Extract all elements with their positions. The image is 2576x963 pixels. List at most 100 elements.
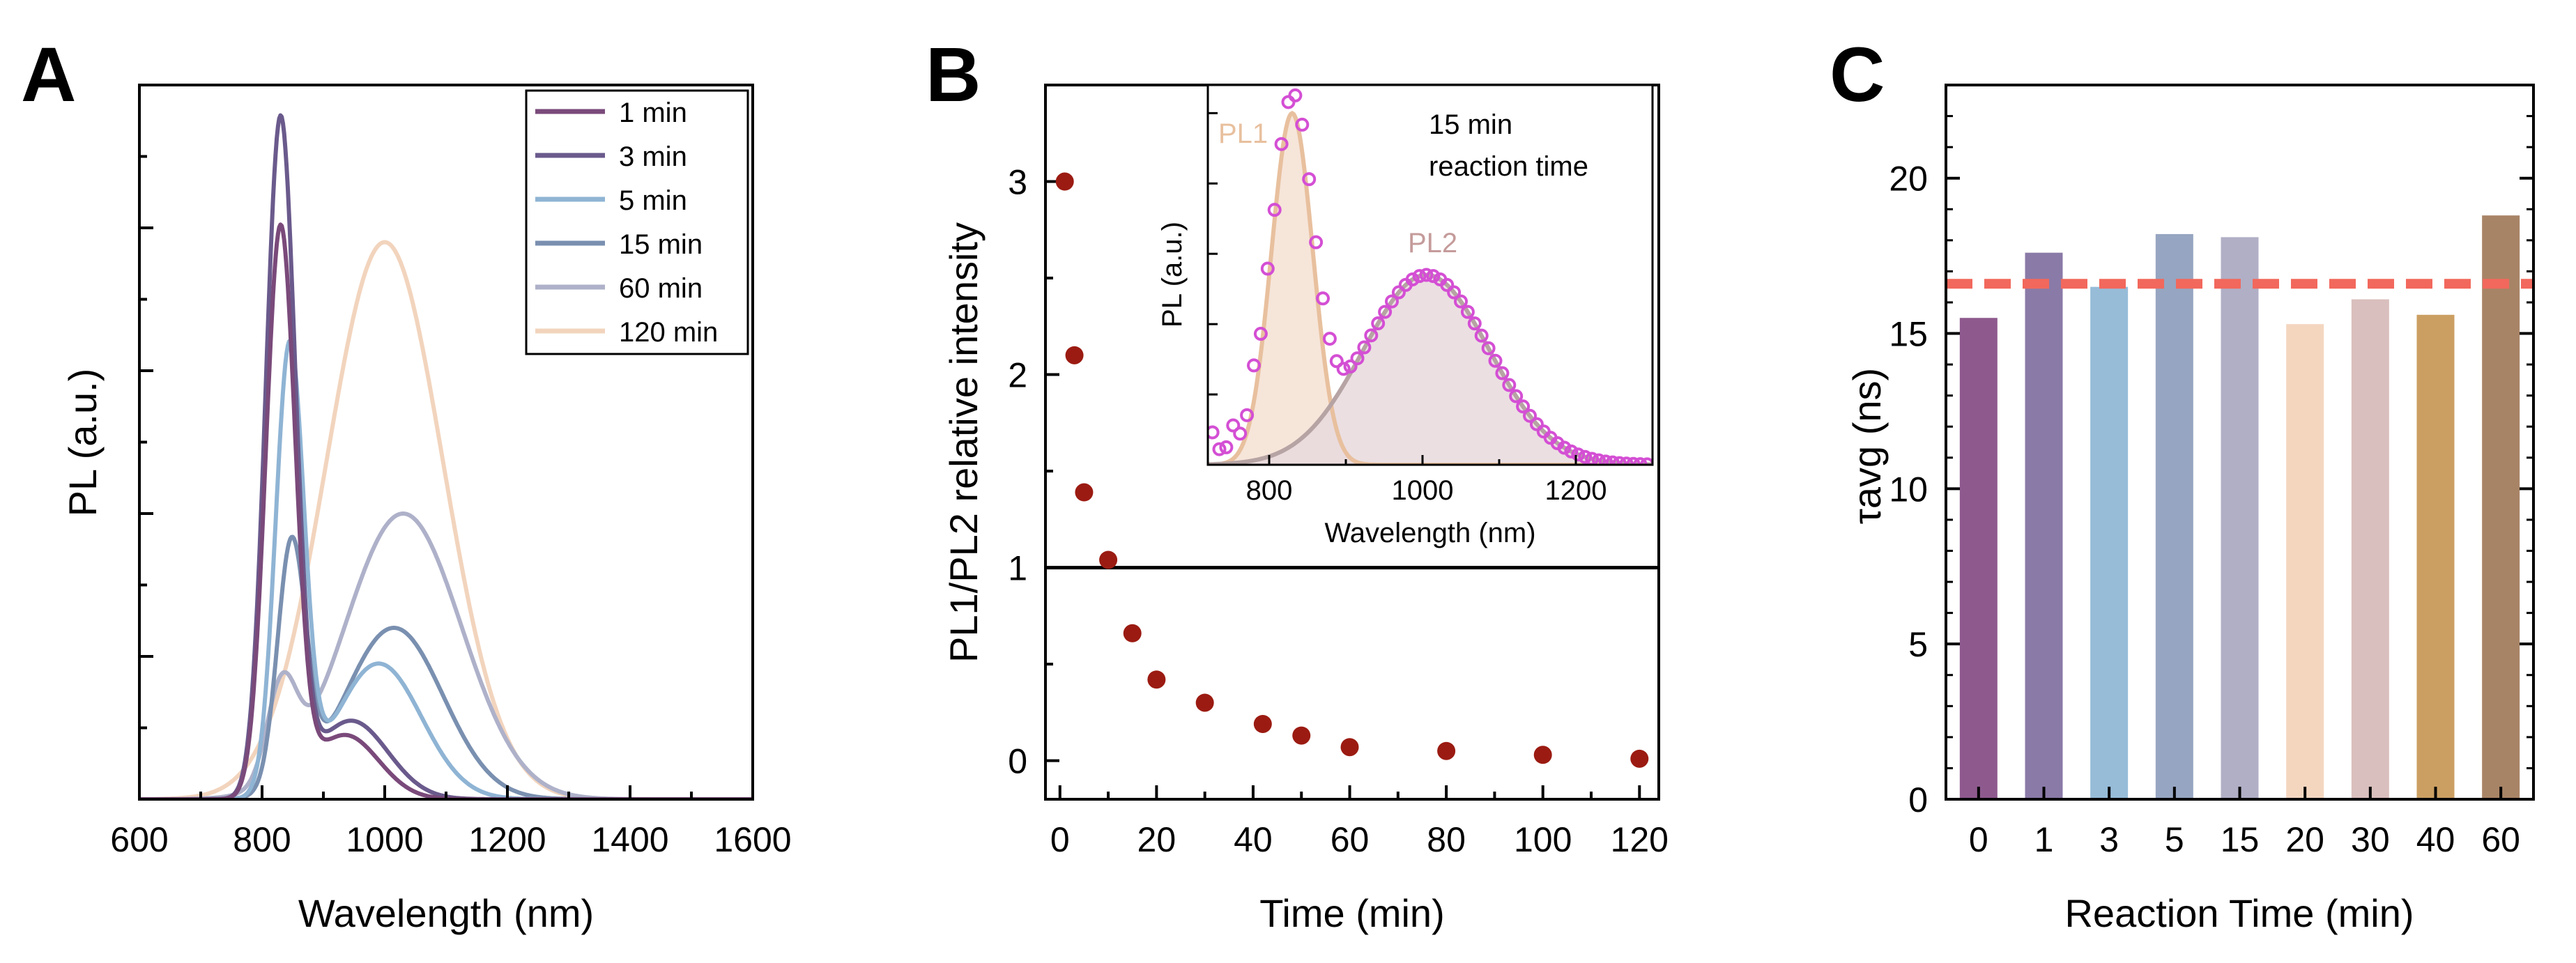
inset-x-tick-label: 1200: [1545, 475, 1607, 506]
inset-fills: [1208, 113, 1653, 465]
inset-measured-point: [1502, 378, 1517, 392]
x-tick-label: 20: [2285, 820, 2324, 859]
inset-measured-points: [1208, 88, 1653, 465]
legend-label: 3 min: [619, 141, 687, 172]
panel-a: A 600 800 1000 1200 1400 1600 Wavelength (nm)…: [21, 32, 792, 935]
y-tick-label: 1: [1008, 549, 1027, 588]
panel-b-x-axis-label: Time (min): [1259, 891, 1444, 935]
x-tick-label: 0: [1050, 820, 1070, 859]
y-tick-label: 2: [1008, 356, 1027, 395]
x-tick-label: 40: [1234, 820, 1273, 859]
inset-measured-point: [1219, 440, 1234, 454]
inset-measured-point: [1605, 455, 1620, 465]
inset-measured-point: [1619, 456, 1634, 465]
bar-40-min: [2416, 314, 2455, 800]
inset-peak-line-pl2: [1208, 272, 1653, 465]
panel-b-ticks: [1045, 180, 1641, 799]
inset-measured-point: [1426, 269, 1441, 284]
panel-b-y-tick-labels: 0 1 2 3: [1008, 163, 1027, 781]
bar-60-min: [2482, 215, 2520, 799]
panel-b-points: [1055, 172, 1649, 768]
inset-annotation-line2: reaction time: [1429, 151, 1588, 182]
bar-15-min: [2221, 237, 2259, 799]
inset-measured-point: [1460, 305, 1475, 319]
inset-measured-point: [1253, 327, 1268, 341]
inset-measured-point: [1247, 358, 1261, 373]
panel-a-x-axis-label: Wavelength (nm): [298, 891, 594, 935]
y-tick-label: 0: [1908, 780, 1928, 819]
panel-b-x-tick-labels: 0 20 40 60 80 100 120: [1050, 820, 1669, 859]
inset-measured-point: [1592, 453, 1606, 465]
inset-peak-label-pl2: PL2: [1408, 228, 1457, 259]
inset-measured-point: [1488, 353, 1503, 368]
legend-label: 120 min: [619, 317, 718, 348]
x-tick-label: 60: [1331, 820, 1370, 859]
inset-measured-point: [1440, 277, 1455, 292]
y-tick-label: 20: [1889, 160, 1928, 199]
x-tick-label: 15: [2221, 820, 2260, 859]
inset-measured-point: [1260, 261, 1275, 276]
y-tick-label: 5: [1908, 625, 1928, 664]
inset-measured-point: [1385, 294, 1399, 309]
inset-frame: [1206, 84, 1654, 466]
inset-measured-point: [1343, 359, 1358, 373]
inset-measured-point: [1578, 449, 1593, 464]
inset-measured-point: [1212, 442, 1227, 456]
bar-5-min: [2155, 233, 2193, 799]
inset-ticks: [1208, 111, 1577, 465]
panel-a-ticks: [138, 155, 754, 799]
inset-measured-point: [1557, 440, 1572, 455]
panel-a-label: A: [21, 32, 76, 118]
data-point: [1055, 172, 1074, 191]
inset-measured-point: [1612, 456, 1627, 465]
inset-measured-point: [1412, 269, 1427, 284]
inset-x-tick-label: 1000: [1392, 475, 1454, 506]
data-point: [1195, 693, 1214, 712]
x-tick-label: 3: [2099, 820, 2119, 859]
legend-entries: 1 min 3 min 5 min 15 min 60 min 120 min: [535, 98, 718, 348]
inset-measured-point: [1295, 117, 1310, 132]
inset-measured-point: [1391, 285, 1406, 300]
inset-measured-point: [1208, 425, 1220, 440]
panel-b-y-axis-label: PL1/PL2 relative intensity: [942, 222, 986, 663]
panel-c-x-axis-label: Reaction Time (min): [2064, 891, 2414, 935]
series-line-5-min: [139, 338, 753, 799]
inset-measured-point: [1419, 268, 1434, 282]
inset-measured-point: [1378, 305, 1393, 319]
y-tick-label: 15: [1889, 315, 1928, 354]
inset-measured-point: [1329, 354, 1344, 369]
panel-c-bars: [1959, 215, 2520, 800]
x-tick-label: 120: [1611, 820, 1669, 859]
x-tick-label: 40: [2416, 820, 2455, 859]
bar-3-min: [2090, 286, 2129, 799]
x-tick-label: 0: [1969, 820, 1988, 859]
inset-peak-fill-pl1: [1208, 113, 1653, 465]
inset-measured-point: [1454, 294, 1468, 309]
inset-measured-point: [1240, 408, 1255, 422]
x-tick-label: 1000: [346, 820, 423, 859]
inset-peak-line-pl1: [1208, 110, 1653, 465]
panel-c-y-tick-labels: 0 5 10 15 20: [1889, 160, 1928, 819]
bar-1-min: [2025, 252, 2063, 799]
data-point: [1065, 346, 1084, 364]
data-point: [1253, 714, 1272, 733]
inset-measured-point: [1571, 447, 1586, 462]
x-tick-label: 800: [233, 820, 291, 859]
inset-measured-point: [1529, 417, 1544, 431]
data-point: [1147, 670, 1166, 689]
inset-measured-point: [1302, 172, 1317, 187]
inset-measured-point: [1371, 316, 1386, 331]
x-tick-label: 80: [1427, 820, 1466, 859]
x-tick-label: 1200: [468, 820, 546, 859]
inset-measured-point: [1350, 351, 1365, 366]
y-tick-label: 10: [1889, 470, 1928, 509]
y-tick-label: 3: [1008, 163, 1027, 202]
legend-box: [525, 89, 749, 355]
panel-c-x-tick-labels: 0 1 3 5 15 20 30 40 60: [1969, 820, 2520, 859]
data-point: [1533, 746, 1552, 764]
inset-fit-lines: [1208, 110, 1653, 465]
inset-measured-point: [1288, 88, 1303, 102]
inset-measured-point: [1336, 362, 1351, 376]
legend-label: 15 min: [619, 229, 703, 260]
